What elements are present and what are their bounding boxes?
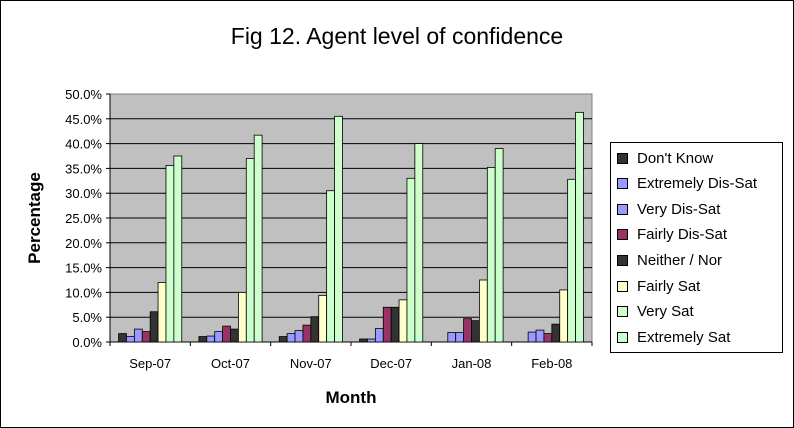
legend-label: Don't Know <box>637 149 714 167</box>
y-tick-label: 40.0% <box>65 137 102 152</box>
y-tick-label: 50.0% <box>65 87 102 102</box>
y-axis-title: Percentage <box>25 172 44 264</box>
bar <box>359 338 368 343</box>
y-tick-label: 35.0% <box>65 161 102 176</box>
bar <box>471 320 480 343</box>
bar <box>382 306 392 343</box>
y-tick-label: 10.0% <box>65 285 102 300</box>
bar <box>367 338 376 343</box>
legend-label: Very Sat <box>637 303 694 321</box>
bar <box>527 331 537 343</box>
bar <box>447 332 457 343</box>
x-tick-label: Dec-07 <box>370 356 412 371</box>
x-tick-label: Nov-07 <box>290 356 332 371</box>
bar <box>318 294 328 343</box>
bar <box>494 148 504 343</box>
x-axis-title: Month <box>326 388 377 407</box>
bar <box>222 325 231 343</box>
bar <box>390 306 400 343</box>
chart-title: Fig 12. Agent level of confidence <box>230 23 564 49</box>
y-tick-label: 20.0% <box>65 236 102 251</box>
bar <box>198 336 208 343</box>
legend-swatch <box>617 306 628 318</box>
bar <box>302 324 312 343</box>
bar <box>278 336 288 343</box>
bar <box>310 316 320 343</box>
bar <box>133 328 143 343</box>
legend-item: Fairly Dis-Sat <box>617 224 727 246</box>
bar <box>463 318 472 343</box>
legend-item: Fairly Sat <box>617 275 700 297</box>
bar <box>206 335 216 343</box>
legend-label: Neither / Nor <box>637 251 723 269</box>
bar <box>567 178 576 343</box>
x-tick-label: Feb-08 <box>531 356 572 371</box>
bar <box>398 299 408 343</box>
bar <box>478 279 488 343</box>
bar <box>245 158 255 343</box>
y-tick-label: 25.0% <box>65 211 102 226</box>
legend-item: Very Sat <box>617 301 694 323</box>
y-tick-label: 30.0% <box>65 186 102 201</box>
legend-item: Very Dis-Sat <box>617 198 720 220</box>
legend-label: Fairly Dis-Sat <box>637 226 728 244</box>
legend-label: Extremely Sat <box>637 328 731 346</box>
bar <box>118 333 127 343</box>
bar <box>551 323 561 343</box>
bar <box>126 336 135 343</box>
bar <box>214 331 223 343</box>
legend-swatch <box>617 331 628 343</box>
bar <box>173 155 183 343</box>
legend-item: Extremely Dis-Sat <box>617 173 757 195</box>
bar <box>237 291 247 343</box>
bar <box>157 282 167 343</box>
y-tick-label: 45.0% <box>65 112 102 127</box>
legend-swatch <box>617 254 628 266</box>
x-tick-label: Oct-07 <box>211 356 250 371</box>
x-tick-label: Jan-08 <box>452 356 492 371</box>
chart-legend: Don't Know Extremely Dis-Sat Very Dis-Sat F… <box>610 142 783 353</box>
legend-swatch <box>617 280 628 292</box>
bar <box>406 177 416 343</box>
y-tick-label: 0.0% <box>72 335 102 350</box>
bar <box>543 333 553 343</box>
y-tick-label: 5.0% <box>72 310 102 325</box>
legend-item: Neither / Nor <box>617 249 722 271</box>
bar <box>141 331 151 343</box>
legend-item: Don't Know <box>617 147 713 169</box>
legend-swatch <box>617 178 628 190</box>
bar <box>374 328 384 343</box>
bar <box>326 190 335 343</box>
bar <box>230 328 239 343</box>
legend-swatch <box>617 203 628 215</box>
legend-swatch <box>617 229 628 241</box>
bar <box>535 329 545 343</box>
legend-label: Fairly Sat <box>637 277 701 295</box>
bar <box>334 115 343 343</box>
bar <box>559 289 569 343</box>
bar <box>486 167 496 343</box>
bar <box>414 143 424 343</box>
legend-label: Very Dis-Sat <box>637 200 721 218</box>
bar <box>149 311 159 343</box>
bar <box>165 165 175 343</box>
bar <box>455 332 465 343</box>
x-tick-label: Sep-07 <box>129 356 171 371</box>
bar <box>575 111 584 343</box>
bar <box>286 333 296 343</box>
legend-label: Extremely Dis-Sat <box>637 175 758 193</box>
bar <box>253 134 263 343</box>
legend-swatch <box>617 152 628 164</box>
bar <box>294 330 304 343</box>
legend-item: Extremely Sat <box>617 326 730 348</box>
y-tick-label: 15.0% <box>65 261 102 276</box>
chart-plot: 0.0% 5.0% 10.0% 15.0% 20.0% 25.0% 30.0% 35.0% 40… <box>25 87 593 407</box>
